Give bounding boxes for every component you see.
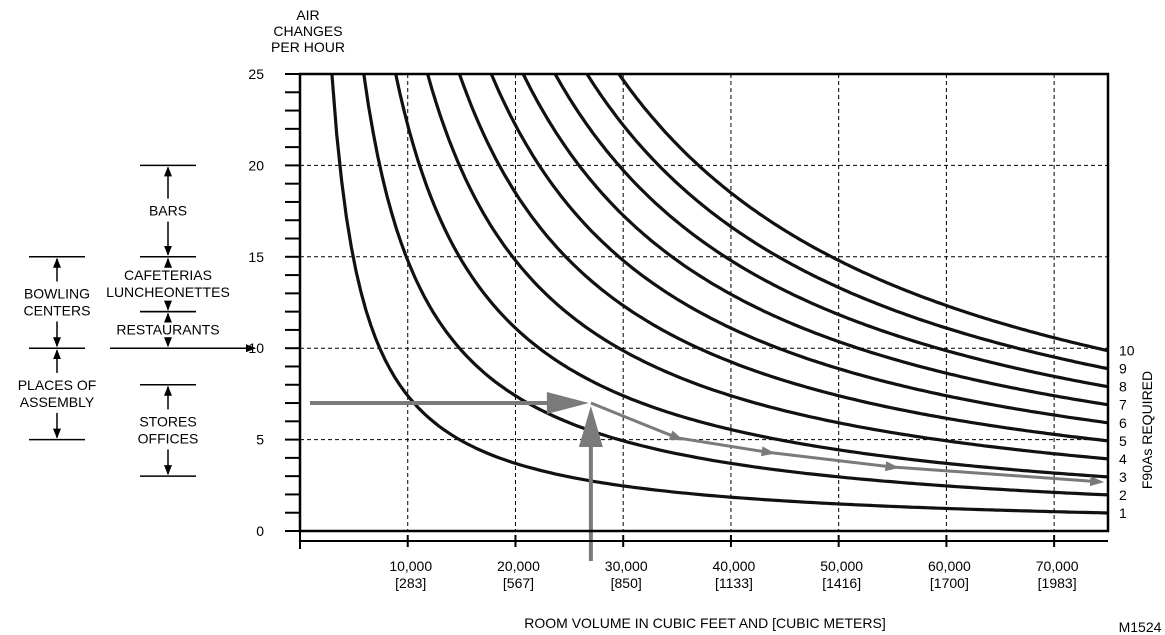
x-tick-label-m3: [567]: [503, 575, 534, 591]
y-axis-label: CHANGES: [273, 23, 342, 39]
x-tick-label-m3: [1983]: [1038, 575, 1077, 591]
curve-4: [426, 73, 1109, 461]
range-label: CAFETERIAS: [124, 267, 212, 283]
example-guide-arrowhead: [884, 461, 900, 472]
curve-series: [330, 73, 1109, 515]
range-label: ASSEMBLY: [20, 394, 95, 410]
x-tick-label-m3: [1416]: [822, 575, 861, 591]
plot-frame: [298, 72, 1110, 533]
curve-label-8: 8: [1119, 379, 1127, 395]
curve-10: [617, 73, 1109, 353]
example-guide-arrowhead: [760, 446, 776, 457]
curve-3: [394, 73, 1109, 479]
y-tick-label: 5: [256, 432, 264, 448]
x-tick-label-cf: 70,000: [1036, 558, 1079, 574]
curve-5: [457, 73, 1109, 443]
x-tick-label-cf: 60,000: [928, 558, 971, 574]
curve-label-7: 7: [1119, 397, 1127, 413]
x-axis-label: ROOM VOLUME IN CUBIC FEET AND [CUBIC MET…: [524, 615, 885, 631]
range-label: LUNCHEONETTES: [106, 284, 230, 300]
range-label: STORES: [139, 413, 196, 429]
y-tick-label: 15: [248, 249, 264, 265]
y-tick-label: 25: [248, 66, 264, 82]
example-guide-arrowhead: [1089, 476, 1105, 487]
x-tick-label-m3: [1700]: [930, 575, 969, 591]
range-label: BOWLING: [24, 286, 90, 302]
curve-label-2: 2: [1119, 487, 1127, 503]
range-label: OFFICES: [138, 430, 199, 446]
range-label: CENTERS: [24, 303, 91, 319]
range-right: RESTAURANTS: [116, 310, 220, 349]
x-tick-label-cf: 50,000: [820, 558, 863, 574]
x-tick-label-cf: 40,000: [713, 558, 756, 574]
curve-label-4: 4: [1119, 451, 1127, 467]
range-right: BARS: [140, 164, 196, 258]
figure-code: M1524: [1119, 619, 1162, 635]
right-axis-label: F90As REQUIRED: [1139, 371, 1155, 489]
y-tick-label: 0: [256, 523, 264, 539]
curve-label-5: 5: [1119, 433, 1127, 449]
x-tick-label-m3: [283]: [395, 575, 426, 591]
axes: 051015202510,000[283]20,000[567]30,000[8…: [248, 66, 1110, 591]
curve-label-6: 6: [1119, 415, 1127, 431]
curve-label-3: 3: [1119, 469, 1127, 485]
curve-9: [585, 73, 1109, 371]
x-tick-label-cf: 10,000: [389, 558, 432, 574]
y-tick-label: 20: [248, 157, 264, 173]
example-arrowhead-right: [546, 392, 589, 415]
x-tick-label-cf: 30,000: [605, 558, 648, 574]
grid-lines: [300, 74, 1108, 531]
x-tick-label-m3: [1133]: [715, 575, 753, 591]
example-guide-arrowhead: [668, 430, 684, 441]
range-label: RESTAURANTS: [116, 321, 219, 337]
curve-1: [330, 73, 1109, 515]
curve-label-10: 10: [1119, 343, 1135, 359]
curve-2: [362, 73, 1109, 497]
x-tick-label-m3: [850]: [611, 575, 642, 591]
example-selection-path: [310, 392, 1105, 561]
x-tick-label-cf: 20,000: [497, 558, 540, 574]
y-axis-label: PER HOUR: [271, 39, 345, 55]
curve-8: [553, 73, 1109, 389]
range-label: BARS: [149, 203, 187, 219]
range-label: PLACES OF: [18, 377, 97, 393]
y-axis-label: AIR: [296, 7, 319, 23]
curve-6: [489, 73, 1109, 425]
curve-label-9: 9: [1119, 361, 1127, 377]
example-arrowhead-up: [578, 406, 603, 448]
curve-label-1: 1: [1119, 505, 1127, 521]
curve-7: [521, 73, 1109, 407]
